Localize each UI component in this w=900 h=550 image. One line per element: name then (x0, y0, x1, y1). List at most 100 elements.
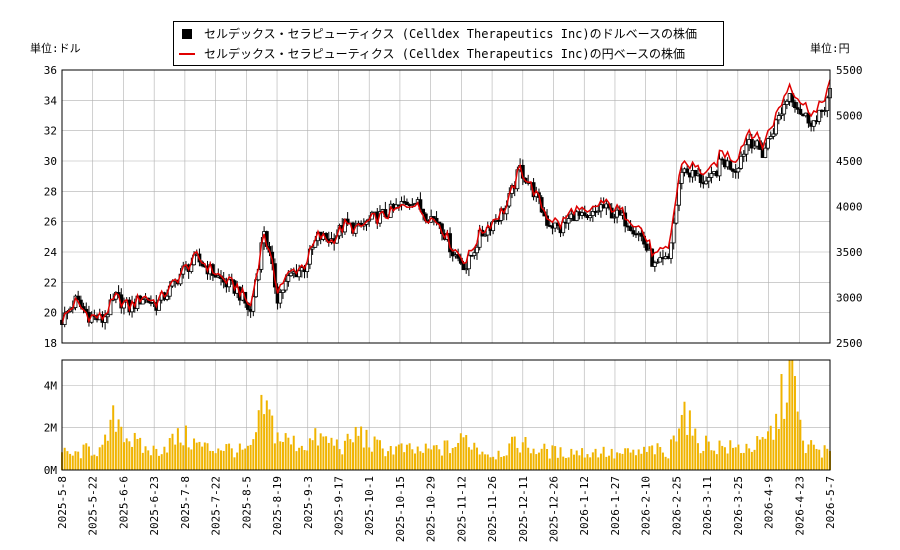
volume-bar (532, 448, 535, 470)
volume-bar (217, 448, 220, 470)
volume-bar (303, 450, 306, 470)
candle-body (822, 110, 827, 113)
volume-bar (497, 450, 500, 470)
date-tick-label: 2025-5-8 (56, 476, 69, 529)
candle-body (644, 243, 649, 251)
candle-body (545, 215, 549, 226)
volume-bar (201, 446, 204, 470)
volume-bar (753, 449, 756, 470)
legend-jpy-text: セルデックス・セラピューティクス (Celldex Therapeutics I… (204, 47, 686, 61)
volume-bar (804, 453, 807, 470)
volume-bar (726, 453, 729, 470)
candle-body (450, 251, 455, 257)
candle-body (140, 299, 145, 305)
volume-bar (74, 451, 77, 470)
volume-bar (184, 425, 187, 470)
candle-body (464, 268, 469, 271)
volume-bar (411, 449, 414, 470)
volume-bar (349, 439, 352, 470)
volume-bar (397, 444, 400, 470)
volume-bar (758, 439, 761, 470)
volume-bar (796, 411, 799, 470)
candle-body (763, 147, 768, 158)
volume-bar (465, 435, 468, 470)
volume-bar (640, 453, 643, 470)
right-tick-label: 3500 (836, 246, 863, 259)
volume-bar (295, 451, 298, 470)
date-tick-label: 2025-5-22 (87, 476, 100, 536)
volume-bar (190, 449, 193, 470)
volume-bar (427, 448, 430, 470)
volume-bar (435, 445, 438, 470)
volume-bar (101, 444, 104, 470)
date-tick-label: 2026-1-27 (609, 476, 622, 536)
volume-bar (529, 453, 532, 470)
volume-bar (327, 442, 330, 470)
date-tick-label: 2026-3-25 (732, 476, 745, 536)
volume-bar (562, 456, 565, 470)
candle-body (588, 215, 593, 219)
volume-bar (505, 455, 508, 470)
volume-bar (171, 433, 174, 470)
volume-bar (772, 439, 775, 470)
candle-body (251, 296, 256, 312)
volume-bar (799, 419, 802, 470)
volume-bar (211, 450, 214, 470)
candle-body (779, 113, 784, 116)
volume-bar (244, 448, 247, 470)
candle-body (566, 218, 571, 224)
volume-bar (564, 458, 567, 470)
candle-body (717, 158, 722, 177)
volume-bar (710, 450, 713, 470)
volume-bar (198, 441, 201, 470)
volume-bar (430, 449, 433, 470)
volume-bar (723, 447, 726, 470)
volume-bar (438, 449, 441, 470)
candle-body (612, 216, 617, 219)
left-unit-label: 単位:ドル (30, 42, 81, 55)
volume-bar (392, 454, 395, 470)
volume-bar (621, 453, 624, 470)
candle-body (739, 155, 743, 169)
volume-bar (300, 445, 303, 470)
candle-body (561, 221, 566, 234)
volume-bar (395, 446, 398, 470)
candle-body (658, 257, 663, 263)
right-unit-label: 単位:円 (810, 42, 850, 55)
volume-bar (589, 457, 592, 470)
legend-usd-text: セルデックス・セラピューティクス (Celldex Therapeutics I… (204, 27, 698, 41)
volume-bar (691, 435, 694, 470)
left-tick-label: 34 (44, 94, 58, 107)
date-tick-label: 2026-4-23 (793, 476, 806, 536)
volume-bar (354, 426, 357, 470)
volume-bar (602, 446, 605, 470)
volume-bar (462, 437, 465, 470)
candle-body (283, 280, 288, 291)
date-axis-labels: 2025-5-8 2025-5-22 2025-6-6 2025-6-23 2025-7… (56, 476, 837, 542)
volume-bar (634, 455, 637, 470)
candle-body (574, 211, 579, 221)
volume-bar (740, 453, 743, 470)
volume-bar (187, 447, 190, 470)
volume-bar (494, 459, 497, 470)
volume-bar (705, 435, 708, 470)
volume-bar (715, 454, 718, 470)
volume-bar (551, 445, 554, 470)
volume-bar (306, 450, 309, 470)
volume-bar (616, 452, 619, 470)
date-tick-label: 2025-12-11 (517, 476, 530, 542)
candle-body (793, 101, 797, 109)
candle-body (278, 292, 283, 304)
volume-bar (265, 400, 268, 470)
candle-body (728, 160, 733, 170)
candle-body (698, 173, 703, 183)
volume-bar (370, 451, 373, 470)
volume-bar (389, 446, 392, 470)
volume-bar (764, 438, 767, 470)
volume-bar (271, 415, 274, 470)
candle-body (774, 119, 779, 135)
volume-bar (257, 410, 260, 470)
volume-bar (308, 438, 311, 470)
volume-bar (769, 425, 772, 470)
right-tick-label: 3000 (836, 292, 863, 305)
